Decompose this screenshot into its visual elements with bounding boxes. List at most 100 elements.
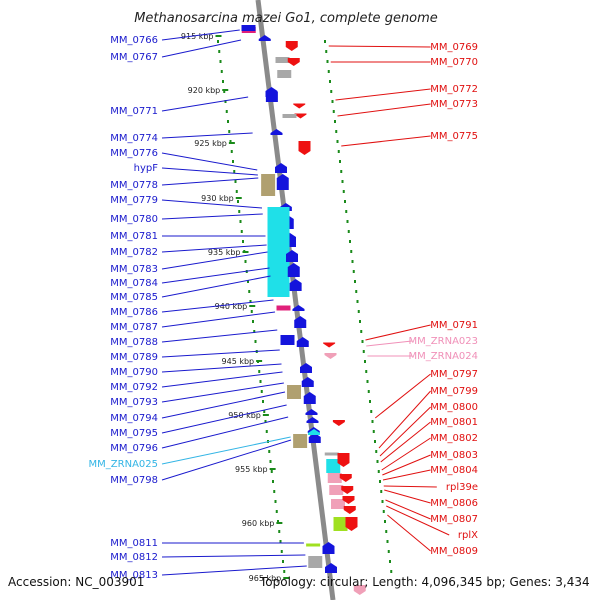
left-label-item: MM_0781 (110, 231, 266, 242)
gene-label: MM_0801 (430, 417, 478, 428)
label-leader-line (341, 135, 431, 147)
label-leader-line (161, 554, 306, 558)
left-label-item: MM_0767 (110, 39, 242, 63)
gene-label: MM_0806 (430, 498, 478, 509)
track-dot (361, 340, 364, 343)
scale-tick: 945 kbp (222, 357, 263, 366)
scale-tick: 955 kbp (235, 465, 276, 474)
label-leader-line (161, 152, 258, 171)
gene-label: MM_0793 (110, 397, 158, 408)
track-dot (354, 280, 356, 283)
right-label-item: MM_0791 (365, 320, 478, 341)
gene-block (293, 434, 308, 448)
gene-label: MM_0780 (110, 214, 158, 225)
gene-label: MM_0772 (430, 84, 478, 95)
label-leader-line (337, 103, 431, 117)
track-dot (345, 210, 348, 213)
label-leader-line (161, 311, 276, 328)
track-dot (362, 350, 365, 353)
track-dot (335, 130, 338, 133)
gene-block (324, 452, 339, 456)
track-dot (265, 430, 268, 433)
track-dot (223, 90, 226, 93)
track-dot (269, 460, 272, 463)
track-dot (274, 500, 277, 503)
right-gene-labels: MM_0769 MM_0770 MM_0772 MM_0773 MM_0775 MM_07… (328, 42, 478, 557)
left-label-item: MM_0766 (110, 29, 240, 46)
left-label-item: MM_0795 (110, 404, 287, 439)
track-dot (347, 230, 350, 233)
gene-arrow-forward (265, 87, 278, 97)
gene-block (308, 556, 323, 568)
label-leader-line (378, 390, 431, 449)
track-dot (252, 320, 254, 323)
track-dot (278, 530, 281, 533)
gene-label: MM_0776 (110, 148, 158, 159)
map-title: Methanosarcina mazei Go1, complete genom… (134, 11, 438, 26)
gene-label: MM_0798 (110, 475, 158, 486)
track-dot (351, 260, 354, 263)
track-dot (282, 560, 284, 563)
track-dot (217, 40, 219, 43)
gene-arrow-reverse (342, 496, 355, 504)
right-label-item: rpl39e (383, 482, 478, 493)
gene-label: MM_0774 (110, 133, 158, 144)
track-dot (224, 100, 227, 103)
track-dot (280, 550, 283, 553)
gene-arrow-forward (305, 409, 318, 415)
track-dot (356, 300, 359, 303)
track-dot (385, 530, 388, 533)
label-leader-line (381, 437, 431, 471)
track-dot (234, 180, 237, 183)
track-dot (369, 400, 371, 403)
gene-block (276, 305, 291, 311)
track-dot (390, 570, 393, 573)
gene-label: MM_0802 (430, 433, 478, 444)
label-leader-line (161, 391, 286, 419)
gene-label: MM_0789 (110, 352, 158, 363)
track-dot (277, 520, 279, 523)
label-leader-line (385, 499, 431, 520)
track-dot (379, 480, 381, 483)
label-leader-line (161, 363, 282, 373)
label-leader-line (382, 454, 431, 476)
left-label-item: MM_0780 (110, 213, 263, 225)
gene-block (326, 459, 341, 473)
track-dot (264, 420, 267, 423)
track-dot (377, 470, 380, 473)
track-dot (337, 150, 340, 153)
label-leader-line (161, 213, 263, 220)
right-label-item: MM_0769 (328, 42, 478, 53)
right-label-item: MM_ZRNA023 (366, 336, 478, 347)
label-leader-line (161, 382, 284, 403)
track-dot (340, 170, 343, 173)
label-leader-line (161, 275, 271, 298)
gene-label: MM_0782 (110, 247, 158, 258)
left-label-item: MM_0813 (110, 565, 307, 581)
track-dot (273, 490, 276, 493)
track-dot (374, 440, 376, 443)
scale-tick: 930 kbp (201, 194, 242, 203)
gene-label: MM_ZRNA024 (409, 351, 478, 362)
left-label-item: MM_0794 (110, 391, 286, 424)
track-dot (279, 540, 282, 543)
right-label-item: rplX (386, 505, 478, 541)
gene-arrow-forward (296, 337, 309, 347)
gene-label: MM_0766 (110, 35, 158, 46)
left-label-item: MM_0774 (110, 132, 253, 144)
gene-arrow-forward (286, 250, 298, 262)
label-leader-line (328, 45, 431, 48)
gene-label: MM_0781 (110, 231, 158, 242)
track-dot (327, 70, 330, 73)
gene-arrow-reverse (293, 103, 306, 109)
gene-label: MM_0790 (110, 367, 158, 378)
gene-arrow-forward (275, 163, 287, 173)
label-leader-line (387, 514, 431, 552)
left-label-item: MM_0782 (110, 244, 267, 258)
gene-block (282, 114, 297, 118)
label-leader-line (379, 406, 431, 457)
scale-tick: 925 kbp (194, 139, 235, 148)
label-leader-line (161, 349, 280, 358)
gene-label: MM_ZRNA023 (409, 336, 478, 347)
